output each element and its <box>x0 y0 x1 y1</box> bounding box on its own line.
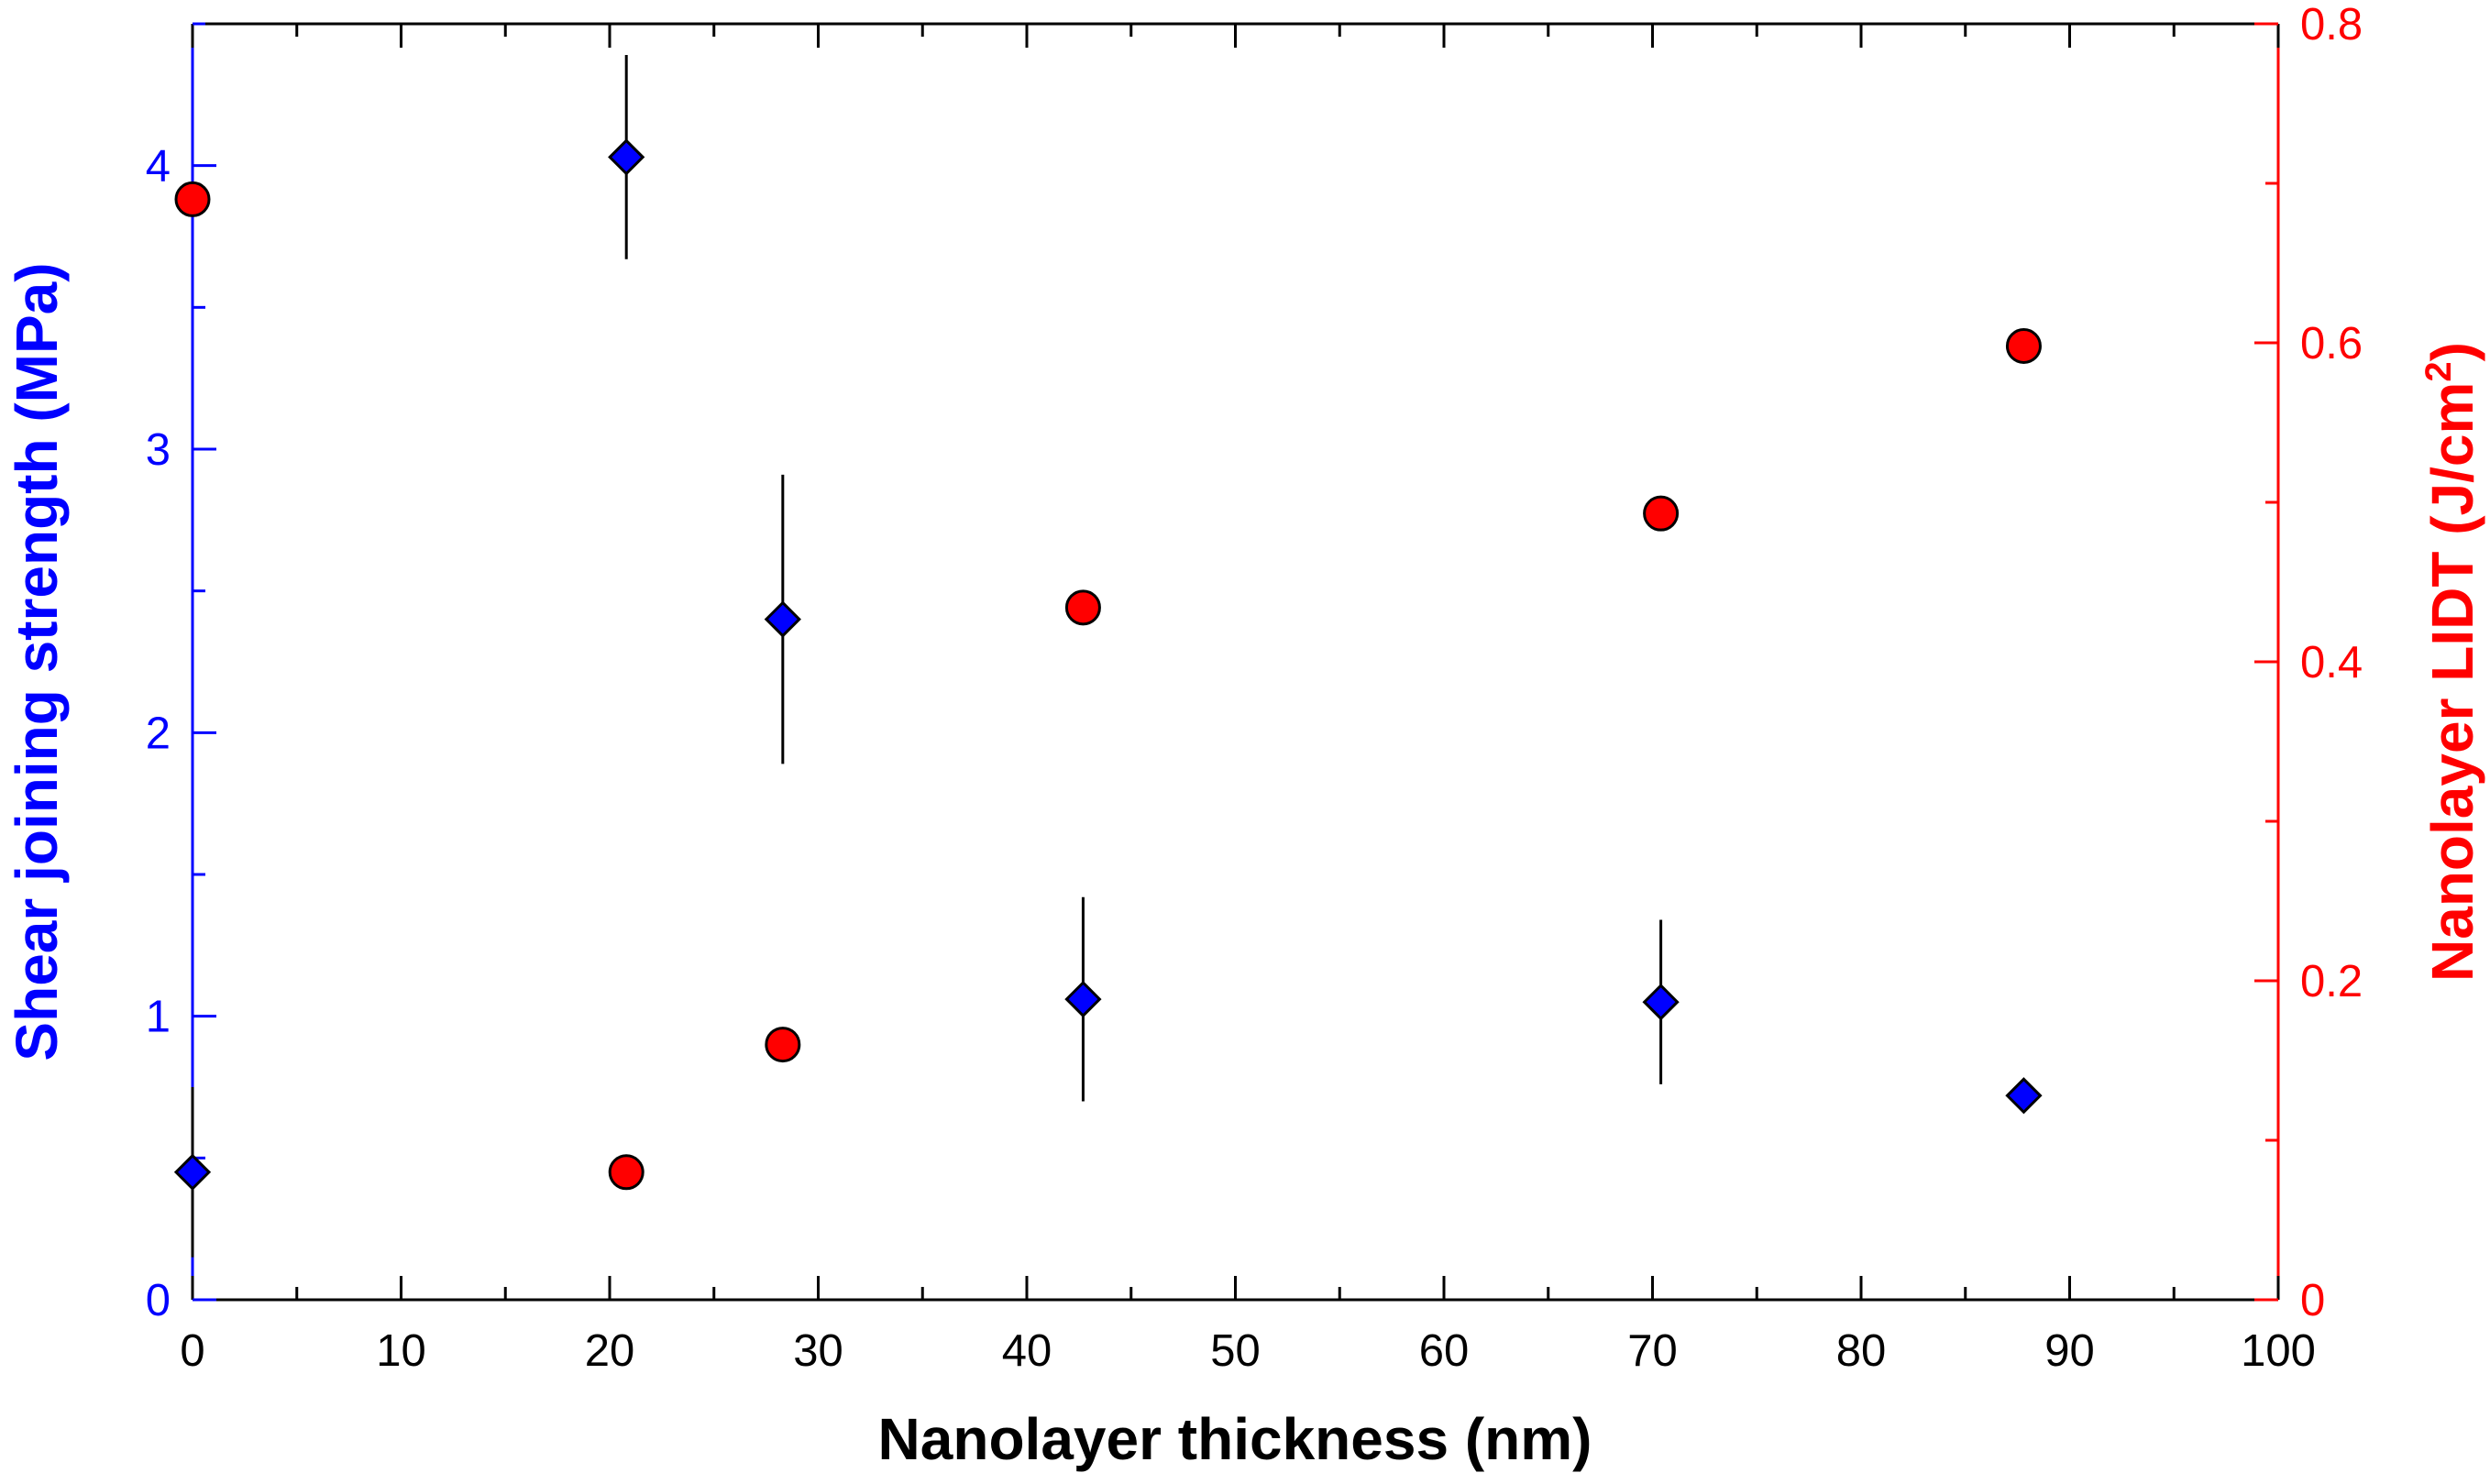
y-right-tick-label: 0.2 <box>2300 957 2363 1006</box>
x-tick-label: 10 <box>376 1326 426 1376</box>
y-right-tick-label: 0.6 <box>2300 319 2363 368</box>
strength-diamond-marker <box>2005 1077 2043 1115</box>
y-left-tick-label: 0 <box>146 1276 171 1325</box>
lidt-circle-marker <box>765 1027 801 1063</box>
x-tick-label: 0 <box>180 1326 204 1376</box>
lidt-circle-marker <box>1064 589 1101 626</box>
y-left-tick-label: 3 <box>146 425 171 475</box>
right-axis-title-close: ) <box>2419 342 2485 361</box>
lidt-circle-marker <box>608 1154 645 1191</box>
y-right-tick-label: 0.8 <box>2300 0 2363 49</box>
x-tick-label: 40 <box>1002 1326 1052 1376</box>
x-tick-label: 50 <box>1210 1326 1261 1376</box>
lidt-circle-marker <box>2005 327 2042 364</box>
right-axis-title-main: Nanolayer LIDT (J/cm <box>2419 382 2485 982</box>
x-tick-label: 70 <box>1627 1326 1678 1376</box>
x-tick-label: 30 <box>793 1326 843 1376</box>
right-axis-title-superscript: 2 <box>2418 361 2459 381</box>
lidt-circle-marker <box>1643 495 1680 532</box>
y-left-tick-label: 1 <box>146 993 171 1042</box>
y-left-tick-label: 4 <box>146 142 171 192</box>
x-tick-label: 100 <box>2241 1326 2316 1376</box>
axis-ticks <box>191 22 2280 1302</box>
x-axis-title: Nanolayer thickness (nm) <box>878 1406 1592 1472</box>
right-axis-title: Nanolayer LIDT (J/cm2) <box>2418 342 2485 982</box>
x-tick-label: 60 <box>1419 1326 1470 1376</box>
strength-diamond-marker <box>608 138 645 176</box>
y-left-tick-label: 2 <box>146 709 171 758</box>
lidt-circle-marker <box>174 181 211 217</box>
strength-diamond-marker <box>764 600 801 638</box>
x-tick-label: 80 <box>1836 1326 1887 1376</box>
y-right-tick-label: 0.4 <box>2300 638 2363 687</box>
strength-diamond-marker <box>173 1153 212 1191</box>
error-bars <box>191 55 2025 1258</box>
data-markers <box>173 138 2043 1191</box>
left-axis-title: Shear joining strength (MPa) <box>4 262 70 1061</box>
strength-diamond-marker <box>1642 984 1680 1021</box>
plot-frame <box>191 22 2280 1302</box>
x-tick-label: 90 <box>2044 1326 2095 1376</box>
x-tick-label: 20 <box>585 1326 635 1376</box>
y-right-tick-label: 0 <box>2300 1276 2325 1325</box>
strength-diamond-marker <box>1064 980 1102 1018</box>
